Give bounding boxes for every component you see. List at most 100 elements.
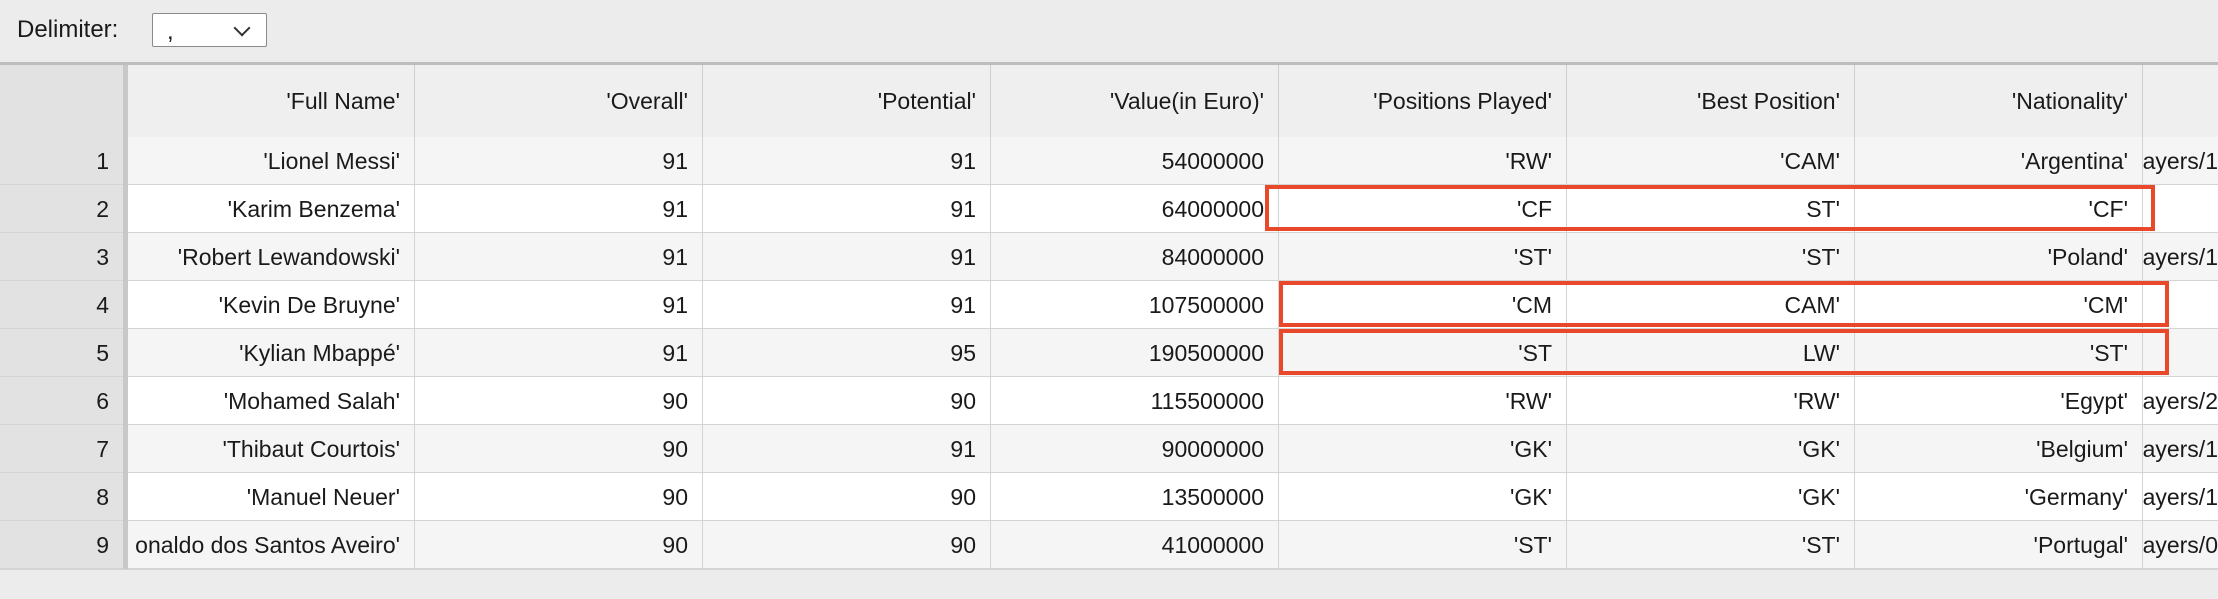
cell-potential[interactable]: 90 xyxy=(703,521,991,569)
row-number: 3 xyxy=(0,233,126,281)
chevron-down-icon[interactable] xyxy=(233,19,251,37)
cell-positions-played[interactable]: 'RW' xyxy=(1279,137,1567,185)
cell-nationality[interactable]: 'Portugal' xyxy=(1855,521,2143,569)
cell-best-position[interactable]: 'CAM' xyxy=(1567,137,1855,185)
cell-potential[interactable]: 91 xyxy=(703,185,991,233)
cell-positions-played[interactable]: 'ST xyxy=(1279,329,1567,377)
cell-nationality[interactable]: 'Poland' xyxy=(1855,233,2143,281)
cell-best-position[interactable]: 'ST' xyxy=(1567,233,1855,281)
cell-best-position[interactable]: 'GK' xyxy=(1567,425,1855,473)
cell-nationality[interactable]: 'Belgium' xyxy=(1855,425,2143,473)
cell-nationality[interactable]: 'ST' xyxy=(1855,329,2143,377)
cell-potential[interactable]: 91 xyxy=(703,425,991,473)
cell-value[interactable]: 90000000 xyxy=(991,425,1279,473)
table-row[interactable]: 7 'Thibaut Courtois' 90 91 90000000 'GK' 'GK' '… xyxy=(0,425,2218,473)
cell-overall[interactable]: 90 xyxy=(415,377,703,425)
cell-potential[interactable]: 91 xyxy=(703,233,991,281)
cell-positions-played[interactable]: 'RW' xyxy=(1279,377,1567,425)
header-nationality[interactable]: 'Nationality' xyxy=(1855,65,2143,137)
cell-best-position[interactable]: 'ST' xyxy=(1567,521,1855,569)
cell-full-name[interactable]: 'Robert Lewandowski' xyxy=(126,233,415,281)
cell-full-name[interactable]: 'Kevin De Bruyne' xyxy=(126,281,415,329)
cell-potential[interactable]: 90 xyxy=(703,473,991,521)
cell-full-name[interactable]: 'Kylian Mbappé' xyxy=(126,329,415,377)
cell-overall[interactable]: 90 xyxy=(415,473,703,521)
cell-best-position[interactable]: ST' xyxy=(1567,185,1855,233)
table-row[interactable]: 6 'Mohamed Salah' 90 90 115500000 'RW' 'RW' 'Eg… xyxy=(0,377,2218,425)
header-overflow-column[interactable] xyxy=(2143,65,2218,137)
table-row[interactable]: 4 'Kevin De Bruyne' 91 91 107500000 'CM CAM' 'C… xyxy=(0,281,2218,329)
cell-overflow[interactable]: ayers/1 xyxy=(2143,425,2218,473)
data-grid[interactable]: 'Full Name' 'Overall' 'Potential' 'Value… xyxy=(0,62,2218,599)
cell-positions-played[interactable]: 'CM xyxy=(1279,281,1567,329)
cell-value[interactable]: 190500000 xyxy=(991,329,1279,377)
header-potential[interactable]: 'Potential' xyxy=(703,65,991,137)
cell-full-name[interactable]: 'Karim Benzema' xyxy=(126,185,415,233)
cell-overall[interactable]: 91 xyxy=(415,137,703,185)
cell-nationality[interactable]: 'CM' xyxy=(1855,281,2143,329)
cell-overflow[interactable]: ayers/1 xyxy=(2143,473,2218,521)
cell-best-position[interactable]: LW' xyxy=(1567,329,1855,377)
delimiter-select[interactable]: , xyxy=(152,13,267,47)
cell-full-name[interactable]: 'Mohamed Salah' xyxy=(126,377,415,425)
delimiter-label: Delimiter: xyxy=(17,16,119,43)
cell-value[interactable]: 64000000 xyxy=(991,185,1279,233)
cell-nationality[interactable]: 'Egypt' xyxy=(1855,377,2143,425)
table-row[interactable]: 1 'Lionel Messi' 91 91 54000000 'RW' 'CAM' 'Arg… xyxy=(0,137,2218,185)
table-row[interactable]: 5 'Kylian Mbappé' 91 95 190500000 'ST LW' 'ST' xyxy=(0,329,2218,377)
cell-overall[interactable]: 90 xyxy=(415,425,703,473)
cell-best-position[interactable]: CAM' xyxy=(1567,281,1855,329)
row-number-divider xyxy=(123,65,128,569)
header-full-name[interactable]: 'Full Name' xyxy=(126,65,415,137)
cell-overflow[interactable]: ayers/1 xyxy=(2143,233,2218,281)
cell-overall[interactable]: 91 xyxy=(415,233,703,281)
row-number: 9 xyxy=(0,521,126,569)
cell-value[interactable]: 13500000 xyxy=(991,473,1279,521)
header-value[interactable]: 'Value(in Euro)' xyxy=(991,65,1279,137)
cell-best-position[interactable]: 'RW' xyxy=(1567,377,1855,425)
cell-full-name[interactable]: 'Thibaut Courtois' xyxy=(126,425,415,473)
cell-positions-played[interactable]: 'ST' xyxy=(1279,521,1567,569)
cell-overall[interactable]: 91 xyxy=(415,281,703,329)
cell-overall[interactable]: 91 xyxy=(415,329,703,377)
cell-potential[interactable]: 91 xyxy=(703,137,991,185)
cell-value[interactable]: 41000000 xyxy=(991,521,1279,569)
cell-overflow[interactable] xyxy=(2143,281,2218,329)
cell-overflow[interactable]: ayers/1 xyxy=(2143,137,2218,185)
cell-value[interactable]: 54000000 xyxy=(991,137,1279,185)
cell-nationality[interactable]: 'Germany' xyxy=(1855,473,2143,521)
cell-overflow[interactable] xyxy=(2143,185,2218,233)
table-row[interactable]: 2 'Karim Benzema' 91 91 64000000 'CF ST' 'CF' xyxy=(0,185,2218,233)
cell-potential[interactable]: 90 xyxy=(703,377,991,425)
cell-positions-played[interactable]: 'ST' xyxy=(1279,233,1567,281)
table-row[interactable]: 8 'Manuel Neuer' 90 90 13500000 'GK' 'GK' 'Germ… xyxy=(0,473,2218,521)
cell-value[interactable]: 84000000 xyxy=(991,233,1279,281)
table-row[interactable]: 9 onaldo dos Santos Aveiro' 90 90 41000000 'S… xyxy=(0,521,2218,569)
row-number: 5 xyxy=(0,329,126,377)
cell-overflow[interactable] xyxy=(2143,329,2218,377)
cell-value[interactable]: 115500000 xyxy=(991,377,1279,425)
grid-top-divider xyxy=(0,62,2218,65)
cell-overflow[interactable]: ayers/0 xyxy=(2143,521,2218,569)
header-overall[interactable]: 'Overall' xyxy=(415,65,703,137)
cell-full-name[interactable]: 'Manuel Neuer' xyxy=(126,473,415,521)
cell-overall[interactable]: 90 xyxy=(415,521,703,569)
cell-nationality[interactable]: 'Argentina' xyxy=(1855,137,2143,185)
header-positions-played[interactable]: 'Positions Played' xyxy=(1279,65,1567,137)
header-best-position[interactable]: 'Best Position' xyxy=(1567,65,1855,137)
delimiter-value: , xyxy=(167,18,174,45)
cell-potential[interactable]: 95 xyxy=(703,329,991,377)
cell-potential[interactable]: 91 xyxy=(703,281,991,329)
cell-positions-played[interactable]: 'CF xyxy=(1279,185,1567,233)
cell-nationality[interactable]: 'CF' xyxy=(1855,185,2143,233)
cell-overflow[interactable]: ayers/2 xyxy=(2143,377,2218,425)
cell-overall[interactable]: 91 xyxy=(415,185,703,233)
cell-full-name[interactable]: 'Lionel Messi' xyxy=(126,137,415,185)
cell-value[interactable]: 107500000 xyxy=(991,281,1279,329)
cell-positions-played[interactable]: 'GK' xyxy=(1279,425,1567,473)
cell-full-name[interactable]: onaldo dos Santos Aveiro' xyxy=(126,521,415,569)
cell-best-position[interactable]: 'GK' xyxy=(1567,473,1855,521)
table-row[interactable]: 3 'Robert Lewandowski' 91 91 84000000 'ST' 'ST… xyxy=(0,233,2218,281)
row-number: 8 xyxy=(0,473,126,521)
cell-positions-played[interactable]: 'GK' xyxy=(1279,473,1567,521)
